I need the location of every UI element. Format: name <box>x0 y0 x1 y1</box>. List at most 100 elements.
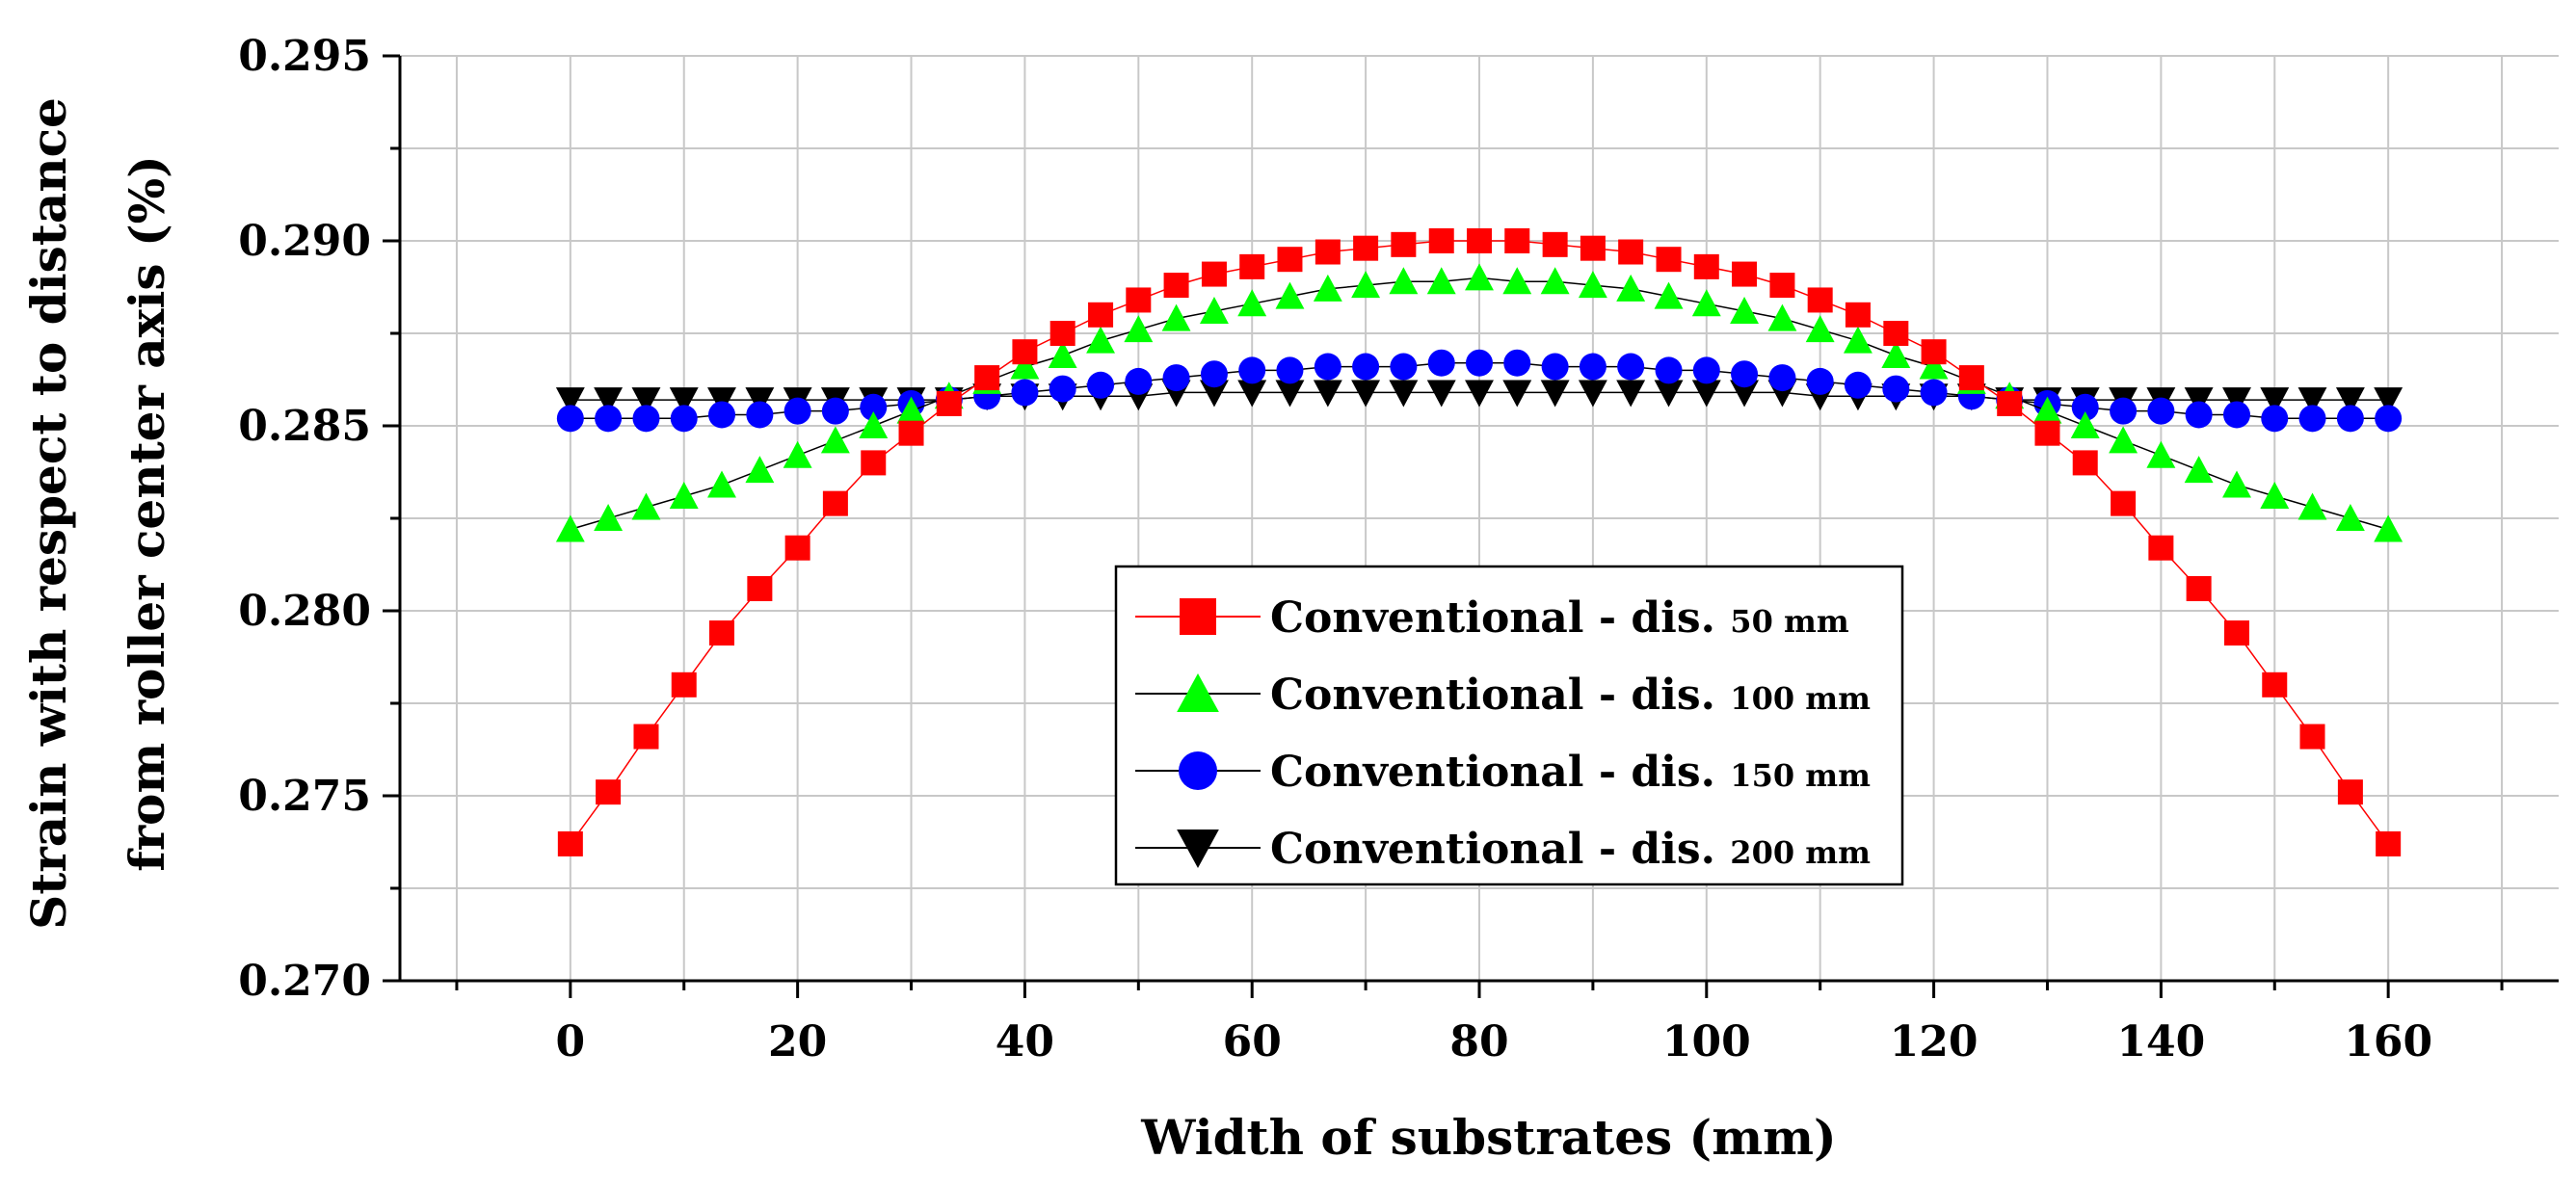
data-point <box>1881 341 1911 369</box>
data-point <box>783 440 812 468</box>
data-point <box>2222 470 2251 498</box>
data-point <box>1504 228 1530 253</box>
x-tick-label: 40 <box>996 1017 1054 1066</box>
data-point <box>1162 364 1190 392</box>
data-point <box>1579 353 1607 381</box>
data-point <box>1542 231 1568 257</box>
data-point <box>2224 620 2250 646</box>
data-point <box>1351 271 1381 299</box>
data-point <box>1806 367 1834 395</box>
data-point <box>821 397 849 425</box>
data-point <box>1201 261 1227 287</box>
data-point <box>1919 352 1949 380</box>
legend-box <box>1114 565 1904 886</box>
data-point <box>1200 380 1229 408</box>
legend-label-main: Conventional - dis. <box>1270 825 1730 874</box>
data-point <box>1200 360 1228 388</box>
legend-entry-200-mm: Conventional - dis. 200 mm <box>1135 825 1871 874</box>
data-point <box>2034 420 2060 446</box>
data-point <box>1503 349 1531 377</box>
data-point <box>1920 379 1948 407</box>
data-point <box>2147 397 2175 425</box>
data-point <box>1275 281 1305 309</box>
data-point <box>1426 380 1456 408</box>
data-point <box>2299 724 2325 750</box>
data-point <box>1124 315 1154 343</box>
data-point <box>596 779 622 805</box>
data-point <box>1238 356 1266 384</box>
data-point <box>1275 380 1305 408</box>
tick-marks <box>383 54 2504 998</box>
data-point <box>1466 349 1493 377</box>
data-point <box>1389 267 1419 295</box>
x-tick-label: 20 <box>768 1017 827 1066</box>
data-point <box>1921 339 1947 365</box>
data-point <box>1692 356 1720 384</box>
data-point <box>1541 353 1569 381</box>
data-point <box>1693 253 1719 279</box>
y-tick-label: 0.295 <box>238 32 371 81</box>
data-point <box>1616 274 1646 302</box>
data-point <box>2376 830 2402 856</box>
data-point <box>1277 247 1303 273</box>
data-point <box>896 396 926 424</box>
y-tick-label: 0.270 <box>238 957 371 1006</box>
y-axis-title-line-2: from roller center axis (%) <box>119 155 175 872</box>
data-point <box>1314 353 1341 381</box>
data-point <box>708 620 734 646</box>
data-point <box>1732 261 1758 287</box>
data-point <box>1997 390 2023 416</box>
data-point <box>2336 405 2364 433</box>
tick-labels: 0 20 40 60 80 100 120 140 160 0.270 0.275 0.280 0.28… <box>238 32 2432 1066</box>
series-50-mm <box>557 228 2402 856</box>
data-point <box>2184 456 2214 484</box>
legend-label: Conventional - dis. 150 mm <box>1270 748 1871 797</box>
data-point <box>707 401 735 429</box>
legend-entry-50-mm: Conventional - dis. 50 mm <box>1135 593 1849 643</box>
data-point <box>594 504 624 531</box>
data-point <box>1352 353 1380 381</box>
data-point <box>974 365 1000 391</box>
y-axis-title-line-1: Strain with respect to distance <box>20 97 77 930</box>
series-100-mm <box>555 263 2403 542</box>
data-point <box>1730 296 1759 324</box>
y-tick-label: 0.275 <box>238 772 371 821</box>
data-point <box>2374 514 2403 542</box>
data-point <box>1353 235 1379 261</box>
data-point <box>1691 380 1721 408</box>
data-point <box>2374 387 2403 415</box>
legend-marker <box>1177 830 1219 868</box>
y-tick-label: 0.290 <box>238 217 371 266</box>
data-point <box>555 387 585 415</box>
data-point <box>1655 356 1683 384</box>
data-point <box>2148 535 2174 561</box>
y-tick-label: 0.285 <box>238 402 371 451</box>
data-point <box>1389 380 1419 408</box>
data-point <box>631 387 661 415</box>
data-point <box>2260 481 2290 509</box>
data-point <box>936 390 962 416</box>
data-point <box>784 535 810 561</box>
data-point <box>669 387 699 415</box>
legend-label-main: Conventional - dis. <box>1270 671 1730 720</box>
data-point <box>1805 315 1835 343</box>
data-point <box>1958 365 1984 391</box>
data-point <box>2298 405 2326 433</box>
data-point <box>2335 387 2365 415</box>
legend-marker <box>1180 598 1216 635</box>
data-point <box>1540 267 1570 295</box>
data-point <box>2262 672 2288 698</box>
legend-label-unit: 50 mm <box>1730 603 1849 640</box>
data-point <box>556 405 584 433</box>
data-point <box>1580 235 1606 261</box>
data-point <box>2337 779 2363 805</box>
legend-label-unit: 100 mm <box>1730 680 1871 717</box>
data-point <box>746 401 774 429</box>
data-point <box>670 405 698 433</box>
data-point <box>745 387 775 415</box>
x-axis-title: Width of substrates (mm) <box>1140 1109 1836 1166</box>
data-point <box>1200 296 1229 324</box>
data-point <box>2186 575 2212 601</box>
data-point <box>1467 228 1492 253</box>
